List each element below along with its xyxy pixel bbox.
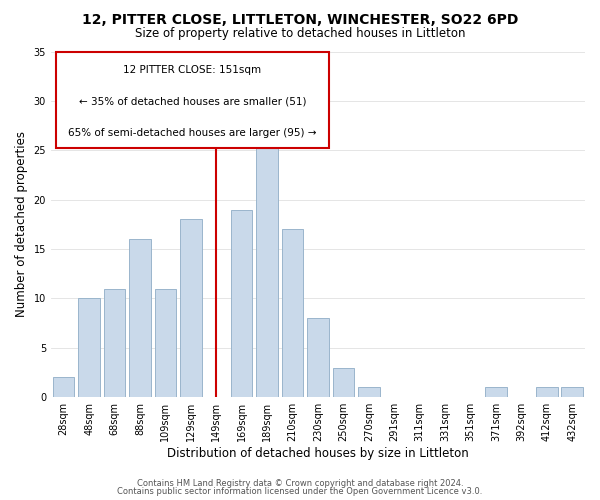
Bar [129,239,151,397]
Bar [231,210,253,397]
Text: 12 PITTER CLOSE: 151sqm: 12 PITTER CLOSE: 151sqm [124,66,262,76]
Text: 12, PITTER CLOSE, LITTLETON, WINCHESTER, SO22 6PD: 12, PITTER CLOSE, LITTLETON, WINCHESTER,… [82,12,518,26]
Bar [180,220,202,397]
Text: Contains public sector information licensed under the Open Government Licence v3: Contains public sector information licen… [118,487,482,496]
Bar [562,388,583,397]
X-axis label: Distribution of detached houses by size in Littleton: Distribution of detached houses by size … [167,447,469,460]
Bar [78,298,100,397]
Bar [256,130,278,397]
Bar [155,288,176,397]
Bar [104,288,125,397]
Bar [332,368,354,397]
Text: Contains HM Land Registry data © Crown copyright and database right 2024.: Contains HM Land Registry data © Crown c… [137,478,463,488]
Text: Size of property relative to detached houses in Littleton: Size of property relative to detached ho… [135,28,465,40]
Bar [282,230,304,397]
Bar [307,318,329,397]
Bar [358,388,380,397]
Bar [485,388,507,397]
Bar [536,388,557,397]
FancyBboxPatch shape [56,52,329,148]
Bar [53,378,74,397]
Text: ← 35% of detached houses are smaller (51): ← 35% of detached houses are smaller (51… [79,96,306,106]
Text: 65% of semi-detached houses are larger (95) →: 65% of semi-detached houses are larger (… [68,128,317,138]
Y-axis label: Number of detached properties: Number of detached properties [15,132,28,318]
